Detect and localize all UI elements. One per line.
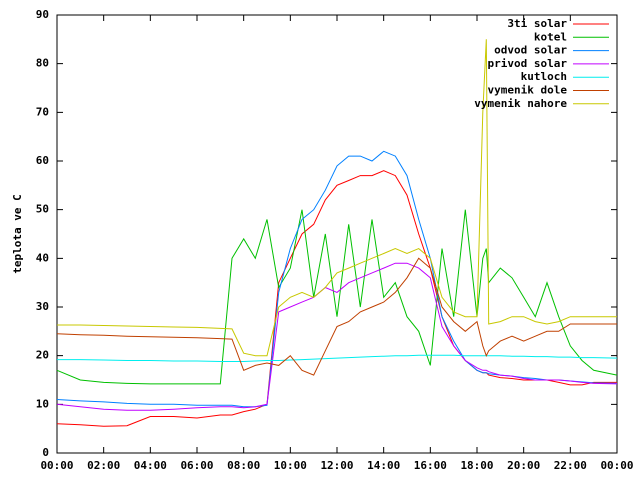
y-axis-label: teplota ve C	[11, 194, 24, 273]
legend-label: kotel	[534, 30, 567, 43]
x-tick-label: 06:00	[180, 459, 213, 472]
legend-label: kutloch	[521, 70, 567, 83]
legend-label: vymenik nahore	[474, 97, 567, 110]
legend-label: odvod solar	[494, 44, 567, 57]
legend-label: 3ti solar	[507, 17, 567, 30]
x-tick-label: 02:00	[87, 459, 120, 472]
series-line	[57, 354, 618, 362]
y-tick-label: 0	[42, 446, 49, 459]
series-line	[56, 209, 618, 385]
y-tick-label: 60	[36, 154, 49, 167]
x-tick-label: 14:00	[367, 459, 400, 472]
series-line	[56, 257, 617, 376]
x-tick-label: 00:00	[600, 459, 633, 472]
y-tick-label: 10	[36, 397, 49, 410]
series-line	[57, 39, 617, 357]
x-tick-label: 22:00	[554, 459, 587, 472]
x-tick-label: 10:00	[274, 459, 307, 472]
y-tick-label: 70	[36, 105, 49, 118]
x-tick-label: 00:00	[40, 459, 73, 472]
legend-label: vymenik dole	[488, 84, 568, 97]
x-tick-label: 16:00	[414, 459, 447, 472]
series-line	[56, 170, 617, 427]
x-tick-label: 18:00	[460, 459, 493, 472]
y-tick-label: 40	[36, 251, 49, 264]
y-tick-label: 20	[36, 349, 49, 362]
y-tick-label: 80	[36, 57, 49, 70]
y-tick-label: 90	[36, 8, 49, 21]
y-tick-label: 50	[36, 203, 49, 216]
x-tick-label: 20:00	[507, 459, 540, 472]
legend-label: privod solar	[488, 57, 568, 70]
series-line	[56, 150, 618, 408]
x-tick-label: 12:00	[320, 459, 353, 472]
y-tick-label: 30	[36, 300, 49, 313]
x-tick-label: 08:00	[227, 459, 260, 472]
series-line	[56, 262, 618, 411]
x-tick-label: 04:00	[134, 459, 167, 472]
